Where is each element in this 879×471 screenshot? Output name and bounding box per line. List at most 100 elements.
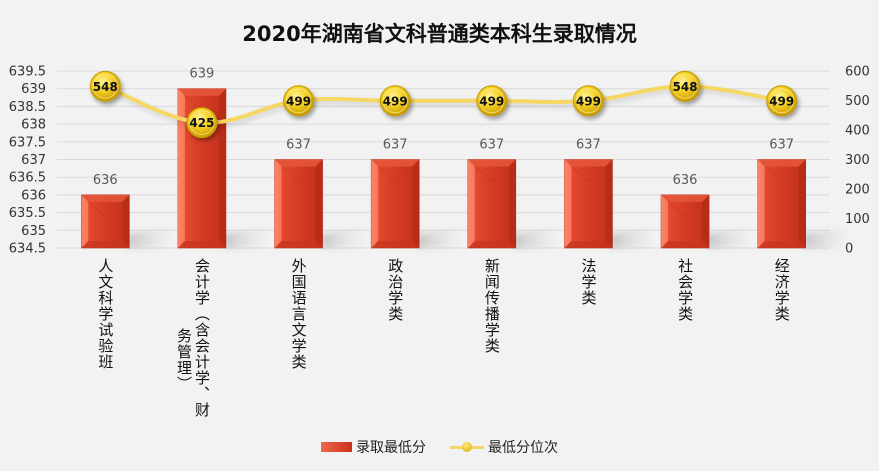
bars — [81, 88, 806, 249]
category-label-line: 经济学类 — [772, 258, 791, 322]
category-label-line: 法学类 — [579, 258, 598, 306]
rank-marker-circle — [476, 85, 508, 117]
rank-marker-label: 548 — [673, 80, 698, 94]
right-axis-tick: 200 — [845, 183, 870, 198]
bar-body — [81, 194, 130, 249]
bar-bevel-left — [467, 159, 475, 248]
rank-marker-circle — [283, 85, 315, 117]
bar-bevel-top — [177, 88, 226, 96]
left-axis-tick: 636.5 — [9, 171, 46, 186]
bar-body — [467, 159, 517, 249]
rank-markers: 548 425 499 499 499 499 548 499 — [89, 70, 798, 139]
bar-data-label: 637 — [479, 138, 504, 153]
rank-marker-ring — [479, 88, 505, 114]
bar-body — [757, 159, 806, 249]
bar — [660, 194, 710, 249]
bar-bevel-top — [274, 159, 323, 167]
right-axis-tick: 0 — [845, 242, 853, 257]
bar-bevel-right — [218, 88, 226, 248]
rank-marker — [476, 85, 508, 117]
category-label: 政治学类 — [386, 258, 404, 322]
category-label: 经济学类 — [773, 258, 791, 322]
rank-marker — [379, 85, 411, 117]
category-label-line: 政治学类 — [386, 258, 405, 322]
rank-marker-ring — [382, 88, 408, 114]
left-axis-tick: 635 — [21, 224, 46, 239]
bar-bevel-right — [702, 194, 710, 248]
bar-facet-line — [764, 166, 800, 183]
bar-bevel-left — [757, 159, 765, 248]
bar-shadow — [223, 226, 271, 248]
bar-data-label: 637 — [576, 138, 601, 153]
category-label-line: 社会学类 — [676, 258, 695, 322]
bar-bevel-right — [798, 159, 806, 248]
chart-title: 2020年湖南省文科普通类本科生录取情况 — [242, 22, 637, 46]
bar-bevel-left — [81, 194, 89, 248]
rank-marker-circle — [89, 70, 121, 102]
bar-body — [564, 159, 613, 249]
rank-marker — [283, 85, 315, 117]
legend-item-bar: 录取最低分 — [321, 437, 426, 457]
rank-marker-circle — [186, 107, 218, 139]
left-axis-tick: 638.5 — [9, 100, 46, 115]
left-axis-tick: 636 — [21, 188, 46, 203]
bar-facet-line — [571, 166, 606, 183]
bar-shadow — [707, 226, 754, 248]
bar-bevel-bottom — [177, 241, 226, 248]
left-axis-tick: 634.5 — [9, 242, 46, 257]
bar-shadow — [320, 226, 368, 248]
bar-shadow — [803, 226, 851, 248]
bar-data-labels: 636 639 637 637 637 637 636 637 — [93, 67, 794, 188]
bar-bevel-top — [371, 159, 420, 167]
left-axis-tick: 635.5 — [9, 206, 46, 221]
rank-marker-circle — [669, 70, 701, 102]
rank-marker-label: 499 — [576, 94, 601, 108]
bar — [564, 159, 613, 249]
right-axis-tick: 400 — [845, 124, 870, 139]
legend-line-swatch — [450, 441, 484, 453]
bar-bevel-left — [274, 159, 282, 248]
category-label: 人文科学试验班 — [96, 258, 114, 370]
rank-marker-ring — [286, 88, 311, 114]
bar-shadows — [127, 226, 851, 248]
bar-bevel-bottom — [81, 241, 130, 248]
bar-bevel-top — [467, 159, 516, 167]
bar-bevel-bottom — [371, 241, 420, 248]
rank-marker — [669, 70, 701, 102]
bar-data-label: 639 — [190, 67, 215, 82]
category-label-line: 务管理） — [174, 328, 193, 392]
category-label-line: 新闻传播学类 — [482, 258, 501, 354]
rank-marker-ring — [576, 88, 601, 114]
left-axis-tick: 639.5 — [9, 65, 46, 80]
bar — [274, 159, 323, 249]
bar — [370, 159, 420, 249]
bar-bevel-bottom — [661, 241, 710, 248]
bar-bevel-left — [371, 159, 379, 248]
bar-bevel-bottom — [274, 241, 323, 248]
rank-marker-ring — [769, 88, 795, 114]
bar-bevel-bottom — [467, 241, 516, 248]
rank-marker-circle — [572, 85, 604, 117]
rank-marker-circle — [379, 85, 411, 117]
rank-marker-label: 499 — [383, 94, 408, 108]
bar-body — [274, 159, 323, 249]
rank-marker-label: 499 — [769, 94, 794, 108]
bar-bevel-top — [564, 159, 613, 167]
bar-bevel-right — [315, 159, 323, 248]
bar-data-label: 637 — [383, 138, 408, 153]
bar-bevel-right — [508, 159, 516, 248]
rank-marker-ring — [189, 110, 215, 136]
bar-bevel-bottom — [757, 241, 806, 248]
bar-bevel-bottom — [564, 241, 613, 248]
bar-body — [370, 159, 420, 249]
category-label: 外国语言文学类 — [290, 258, 308, 370]
right-axis-tick: 500 — [845, 94, 870, 109]
bar-data-label: 637 — [286, 138, 311, 153]
bar-shadow — [417, 226, 464, 248]
right-axis-tick: 100 — [845, 212, 870, 227]
bar-data-label: 637 — [769, 138, 794, 153]
bar-bevel-top — [757, 159, 806, 167]
bar-facet-line — [87, 201, 123, 218]
bar-bevel-left — [177, 88, 185, 248]
